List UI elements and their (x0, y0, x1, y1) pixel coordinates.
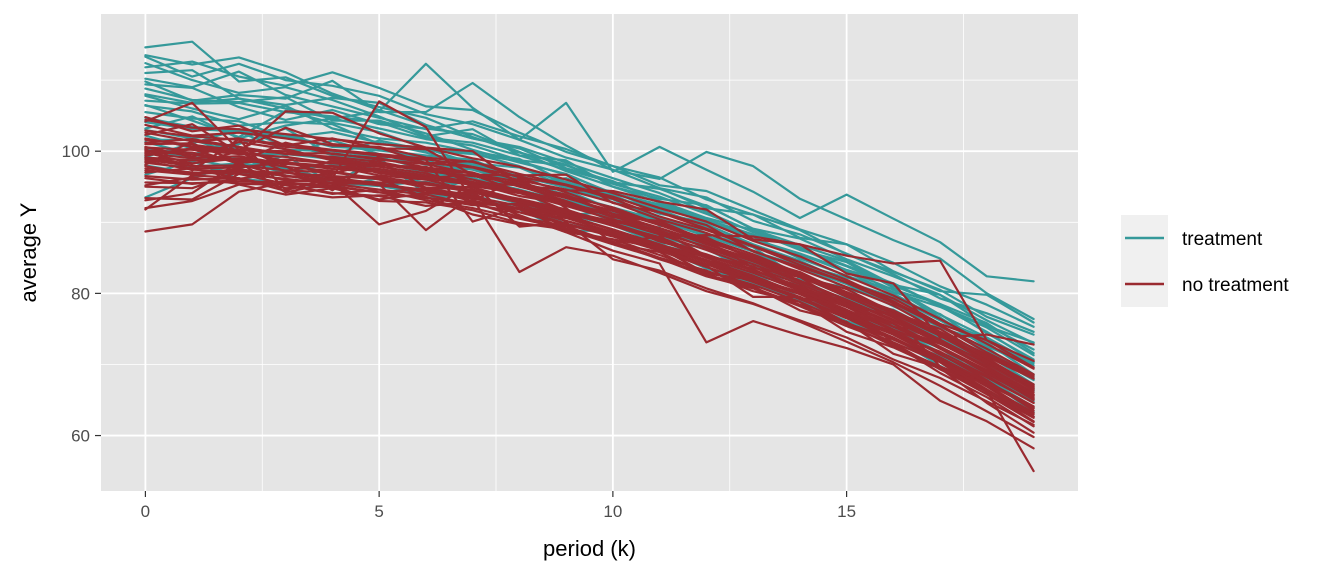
no-treatment-line-39 (144, 149, 1035, 397)
no-treatment-line-28 (144, 110, 1035, 346)
y-axis-title: average Y (16, 202, 41, 302)
x-tick-label: 15 (837, 502, 856, 521)
legend: treatment no treatment (1121, 215, 1289, 307)
x-tick-label: 0 (141, 502, 150, 521)
no-treatment-line-37 (144, 138, 1035, 389)
no-treatment-line-22 (144, 101, 1035, 380)
no-treatment-line-36 (144, 158, 1035, 412)
no-treatment-line-40 (144, 176, 1035, 473)
y-tick-label: 80 (71, 284, 90, 303)
legend-label-no-treatment: no treatment (1182, 275, 1289, 296)
legend-key-background (1121, 215, 1168, 307)
no-treatment-line-32 (144, 115, 1035, 369)
no-treatment-line-27 (144, 100, 1035, 362)
x-tick-label: 5 (374, 502, 383, 521)
series-lines (144, 40, 1035, 473)
axes: 0 5 10 15 60 80 100 (62, 142, 856, 521)
y-tick-label: 100 (62, 142, 90, 161)
x-axis-title: period (k) (543, 536, 636, 561)
y-tick-label: 60 (71, 427, 90, 446)
x-tick-label: 10 (603, 502, 622, 521)
no-treatment-line-10 (144, 131, 1035, 380)
treatment-line-25 (144, 79, 1035, 321)
treatment-line-22 (144, 93, 1035, 345)
treatment-line-26 (144, 62, 1035, 283)
legend-label-treatment: treatment (1182, 229, 1263, 250)
no-treatment-line-12 (144, 118, 1035, 370)
no-treatment-line-38 (144, 165, 1035, 410)
treatment-line-24 (144, 55, 1035, 333)
